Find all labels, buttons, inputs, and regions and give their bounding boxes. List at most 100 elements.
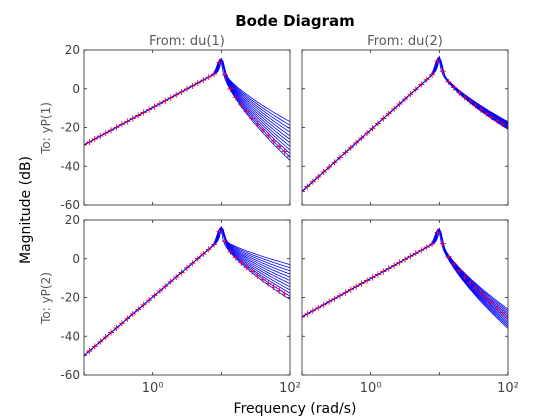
nominal-marker — [211, 241, 218, 248]
nominal-marker — [358, 280, 365, 287]
nominal-marker — [450, 261, 457, 268]
nominal-marker — [124, 315, 131, 322]
x-tick-label: 10² — [279, 381, 301, 396]
nominal-marker — [434, 58, 441, 65]
nominal-marker — [232, 254, 239, 261]
nominal-marker — [402, 256, 408, 263]
nominal-marker — [200, 77, 207, 84]
nominal-marker — [315, 304, 322, 311]
nominal-marker — [102, 334, 109, 341]
nominal-marker — [86, 139, 93, 145]
nominal-marker — [249, 268, 256, 275]
nominal-marker — [374, 271, 381, 278]
nominal-marker — [353, 283, 360, 290]
nominal-marker — [391, 105, 398, 112]
nominal-marker — [461, 273, 468, 280]
nominal-marker — [380, 268, 387, 275]
nominal-marker — [238, 101, 245, 108]
nominal-marker — [467, 98, 474, 105]
nominal-marker — [439, 68, 446, 75]
column-title-1: From: du(1) — [149, 34, 225, 49]
nominal-marker — [221, 238, 228, 245]
nominal-marker — [189, 83, 196, 89]
nominal-marker — [238, 259, 245, 266]
y-tick-label: 20 — [65, 213, 80, 227]
nominal-marker — [374, 120, 381, 127]
x-tick-label: 10⁰ — [142, 381, 164, 396]
nominal-marker — [84, 141, 87, 148]
panel-curves — [84, 57, 290, 161]
nominal-marker — [287, 153, 290, 160]
nominal-marker — [450, 84, 457, 91]
nominal-marker — [113, 324, 120, 331]
nominal-marker — [407, 91, 414, 98]
nominal-marker — [477, 290, 484, 297]
nominal-marker — [167, 278, 174, 285]
y-tick-label: -60 — [60, 198, 80, 212]
nominal-marker — [184, 85, 190, 92]
nominal-marker — [140, 109, 147, 116]
nominal-marker — [483, 110, 490, 117]
nominal-marker — [243, 264, 250, 271]
nominal-marker — [86, 348, 93, 354]
y-tick-label: 0 — [72, 252, 80, 266]
nominal-marker — [211, 71, 218, 78]
y-tick-label: -20 — [60, 121, 80, 135]
nominal-marker — [259, 276, 266, 283]
y-tick-label: -40 — [60, 159, 80, 173]
nominal-marker — [391, 262, 398, 269]
nominal-marker — [467, 279, 474, 286]
y-tick-label: -40 — [60, 329, 80, 343]
nominal-marker — [167, 94, 174, 101]
nominal-marker — [156, 100, 163, 107]
nominal-marker — [84, 352, 87, 359]
nominal-marker — [97, 133, 104, 140]
x-tick-label: 10² — [497, 381, 519, 396]
chart-title: Bode Diagram — [235, 12, 354, 30]
nominal-marker — [309, 178, 316, 185]
nominal-marker — [118, 320, 125, 327]
nominal-marker — [265, 280, 272, 287]
nominal-marker — [326, 164, 333, 171]
nominal-marker — [412, 250, 419, 257]
nominal-marker — [205, 246, 212, 253]
nominal-marker — [281, 148, 288, 155]
row-title-2: To: yP(2) — [39, 272, 53, 325]
nominal-marker — [499, 121, 506, 128]
nominal-marker — [146, 106, 153, 113]
y-axis-label: Magnitude (dB) — [18, 156, 34, 264]
nominal-marker — [162, 97, 169, 104]
nominal-marker — [472, 285, 479, 292]
nominal-marker — [326, 298, 333, 305]
nominal-marker — [194, 80, 201, 86]
nominal-marker — [429, 71, 436, 78]
nominal-marker — [91, 136, 98, 142]
nominal-marker — [380, 115, 387, 122]
nominal-marker — [184, 264, 190, 271]
nominal-marker — [456, 89, 463, 96]
nominal-marker — [254, 272, 261, 279]
nominal-marker — [494, 304, 501, 311]
nominal-marker — [369, 125, 376, 132]
nominal-marker — [461, 94, 468, 101]
nominal-marker — [178, 88, 185, 95]
nominal-marker — [227, 248, 234, 255]
nominal-marker — [347, 286, 354, 293]
nominal-marker — [270, 284, 277, 291]
nominal-marker — [385, 265, 392, 272]
nominal-marker — [113, 124, 120, 131]
nominal-marker — [108, 127, 115, 134]
nominal-marker — [200, 251, 207, 257]
panel-background — [302, 50, 508, 205]
nominal-marker — [102, 130, 109, 137]
nominal-marker — [472, 102, 479, 109]
nominal-marker — [439, 240, 446, 247]
nominal-marker — [331, 159, 338, 166]
nominal-marker — [347, 144, 354, 151]
y-tick-label: 0 — [72, 82, 80, 96]
nominal-marker — [423, 76, 430, 83]
nominal-marker — [91, 343, 98, 350]
nominal-marker — [488, 300, 495, 307]
